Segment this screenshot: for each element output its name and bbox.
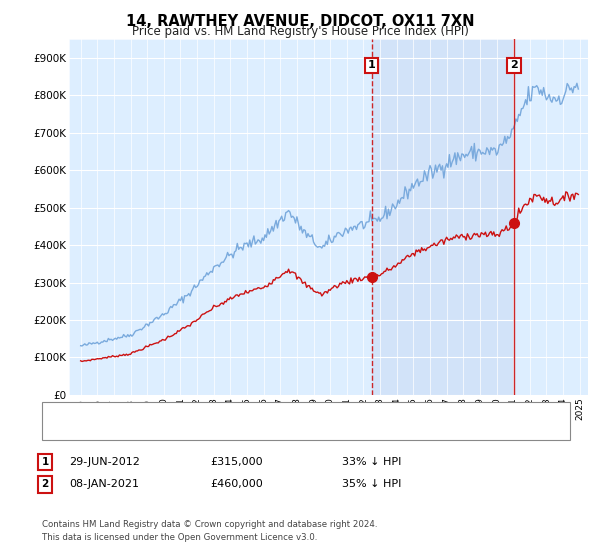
Text: 2: 2 [41, 479, 49, 489]
Text: £315,000: £315,000 [210, 457, 263, 467]
Text: 1: 1 [41, 457, 49, 467]
Text: 29-JUN-2012: 29-JUN-2012 [69, 457, 140, 467]
Text: 1: 1 [368, 60, 376, 71]
Text: Price paid vs. HM Land Registry's House Price Index (HPI): Price paid vs. HM Land Registry's House … [131, 25, 469, 38]
Text: 14, RAWTHEY AVENUE, DIDCOT, OX11 7XN: 14, RAWTHEY AVENUE, DIDCOT, OX11 7XN [126, 14, 474, 29]
Text: 33% ↓ HPI: 33% ↓ HPI [342, 457, 401, 467]
Text: This data is licensed under the Open Government Licence v3.0.: This data is licensed under the Open Gov… [42, 533, 317, 542]
Text: 35% ↓ HPI: 35% ↓ HPI [342, 479, 401, 489]
Text: 08-JAN-2021: 08-JAN-2021 [69, 479, 139, 489]
Text: £460,000: £460,000 [210, 479, 263, 489]
Text: 14, RAWTHEY AVENUE, DIDCOT, OX11 7XN (detached house): 14, RAWTHEY AVENUE, DIDCOT, OX11 7XN (de… [87, 407, 391, 417]
Text: Contains HM Land Registry data © Crown copyright and database right 2024.: Contains HM Land Registry data © Crown c… [42, 520, 377, 529]
Text: HPI: Average price, detached house, South Oxfordshire: HPI: Average price, detached house, Sout… [87, 424, 361, 434]
Bar [372, 39, 514, 395]
Text: 2: 2 [510, 60, 518, 71]
